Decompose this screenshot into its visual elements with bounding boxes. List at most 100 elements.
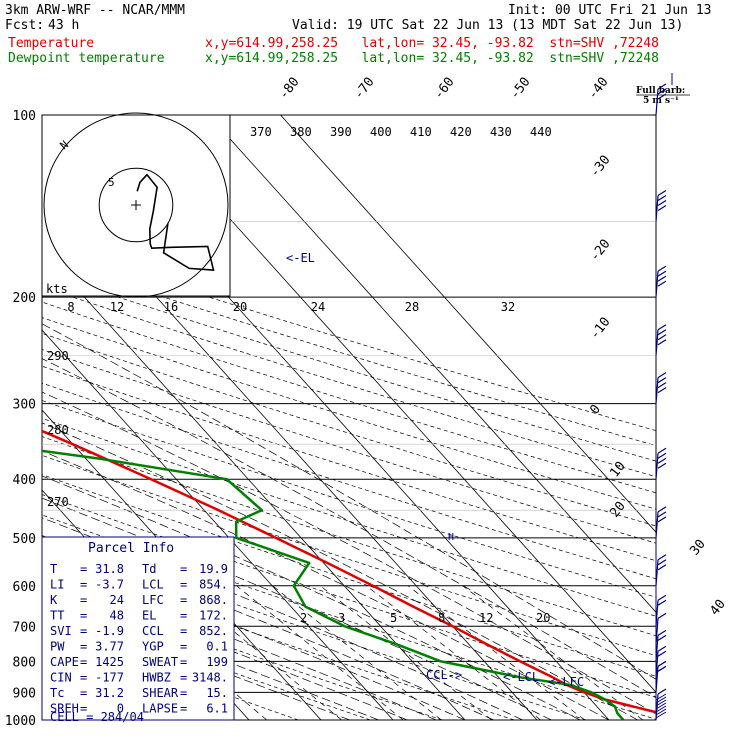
pressure-tick-label: 300 bbox=[13, 398, 36, 413]
hodograph-axis-label: kts bbox=[46, 282, 68, 296]
hodograph-ring-label: 24 bbox=[311, 300, 325, 314]
pressure-tick-label: 700 bbox=[13, 620, 36, 635]
moist-adiabat bbox=[42, 450, 610, 720]
wind-barb-surface bbox=[655, 693, 667, 701]
wind-barb-flag bbox=[657, 195, 667, 202]
parcel-eq: = bbox=[80, 686, 87, 700]
parcel-key: T bbox=[50, 562, 57, 576]
parcel-key: PW bbox=[50, 640, 65, 654]
parcel-value: -177 bbox=[95, 671, 124, 685]
mixing-ratio-line bbox=[366, 585, 541, 720]
wind-barb-flag bbox=[657, 457, 667, 464]
parcel-value: 852. bbox=[199, 624, 228, 638]
ccl-annotation: CCL-> bbox=[426, 668, 462, 682]
parcel-eq: = bbox=[180, 702, 187, 716]
parcel-value: -3.7 bbox=[95, 578, 124, 592]
wind-barb-flag bbox=[657, 270, 667, 277]
wind-barb-staff bbox=[655, 329, 659, 356]
wind-barb-flag bbox=[657, 329, 667, 336]
parcel-value: 172. bbox=[199, 609, 228, 623]
mixing-ratio-label: 2 bbox=[300, 611, 307, 625]
wind-barb-flag bbox=[657, 275, 667, 282]
wind-barb-flag bbox=[657, 564, 667, 571]
parcel-key: YGP bbox=[142, 640, 164, 654]
isotherm-line bbox=[280, 115, 656, 533]
wind-barb bbox=[655, 190, 667, 222]
wind-barb-flag bbox=[657, 506, 667, 513]
mixing-ratio-line bbox=[236, 585, 404, 720]
parcel-value: 1425 bbox=[95, 655, 124, 669]
wind-barb-staff bbox=[655, 511, 659, 538]
parcel-key: Tc bbox=[50, 686, 64, 700]
pressure-tick-label: 400 bbox=[13, 473, 36, 488]
parcel-value: 31.2 bbox=[95, 686, 124, 700]
mixing-ratio-line bbox=[272, 585, 442, 720]
wind-barb-flag bbox=[657, 559, 667, 566]
dry-adiabat bbox=[42, 436, 656, 637]
theta-label: 410 bbox=[410, 125, 432, 139]
parcel-key: LI bbox=[50, 578, 64, 592]
parcel-value: 854. bbox=[199, 578, 228, 592]
parcel-eq: = bbox=[80, 593, 87, 607]
parcel-value: 3.77 bbox=[95, 640, 124, 654]
parcel-key: CCL bbox=[142, 624, 164, 638]
parcel-key: Td bbox=[142, 562, 156, 576]
parcel-eq: = bbox=[180, 655, 187, 669]
hodograph-ring-label: 12 bbox=[110, 300, 124, 314]
parcel-key: LAPSE bbox=[142, 702, 178, 716]
parcel-key: K bbox=[50, 593, 58, 607]
forecast-label: Fcst: bbox=[5, 18, 45, 33]
wind-barb-staff bbox=[655, 377, 659, 404]
dry-adiabat bbox=[42, 400, 656, 598]
theta-label: 390 bbox=[330, 125, 352, 139]
isotherm-label: -60 bbox=[431, 75, 457, 103]
wind-barb-flag bbox=[657, 265, 667, 272]
wind-barb-flag bbox=[657, 645, 667, 652]
wind-barb-flag bbox=[657, 83, 667, 90]
parcel-key: TT bbox=[50, 609, 64, 623]
wind-barb-flag bbox=[657, 665, 667, 672]
pressure-tick-label: 800 bbox=[13, 655, 36, 670]
wind-barb-flag bbox=[657, 594, 667, 601]
parcel-eq: = bbox=[180, 624, 187, 638]
wind-barb bbox=[655, 506, 667, 538]
wind-barb-flag bbox=[657, 511, 667, 518]
mixing-ratio-line bbox=[462, 585, 644, 720]
hodograph-trace bbox=[136, 173, 215, 271]
wind-barb-staff bbox=[655, 693, 659, 721]
dewpoint-legend-info: x,y=614.99,258.25 lat,lon= 32.45, -93.82… bbox=[205, 51, 659, 66]
wind-barb-flag bbox=[657, 372, 667, 379]
wind-barb bbox=[655, 265, 667, 298]
wind-barb-surface bbox=[655, 696, 667, 704]
wind-barb-flag bbox=[657, 377, 667, 384]
mixing-ratio-label: 5 bbox=[390, 611, 397, 625]
wind-barb-staff bbox=[655, 195, 659, 222]
wind-barb-staff bbox=[655, 618, 659, 645]
lfc-annotation: <-LFC bbox=[548, 675, 584, 689]
parcel-eq: = bbox=[180, 686, 187, 700]
wind-barb bbox=[655, 594, 667, 627]
parcel-eq: = bbox=[180, 609, 187, 623]
parcel-eq: = bbox=[80, 562, 87, 576]
parcel-value: 0 bbox=[117, 702, 124, 716]
parcel-key: SHEAR bbox=[142, 686, 179, 700]
hodograph-ring bbox=[43, 112, 229, 298]
wind-barb-staff bbox=[655, 88, 659, 116]
temperature-legend-info: x,y=614.99,258.25 lat,lon= 32.45, -93.82… bbox=[205, 36, 659, 51]
model-title: 3km ARW-WRF -- NCAR/MMM bbox=[5, 3, 186, 18]
hodograph-marker: 5 bbox=[108, 176, 115, 189]
isotherm-line bbox=[208, 115, 656, 613]
pressure-tick-label: 1000 bbox=[5, 714, 36, 729]
temperature-line bbox=[42, 429, 656, 714]
wind-barb-staff bbox=[655, 453, 659, 480]
wind-barb-flag bbox=[657, 612, 667, 619]
dry-adiabat bbox=[42, 382, 656, 580]
wind-barb-surface bbox=[655, 702, 667, 710]
parcel-eq: = bbox=[180, 640, 187, 654]
mixing-ratio-label: 8 bbox=[438, 611, 445, 625]
parcel-value: 0.1 bbox=[206, 640, 228, 654]
theta-label: 280 bbox=[47, 423, 69, 437]
wind-barb-flag bbox=[657, 554, 667, 561]
parcel-key: CIN bbox=[50, 671, 72, 685]
